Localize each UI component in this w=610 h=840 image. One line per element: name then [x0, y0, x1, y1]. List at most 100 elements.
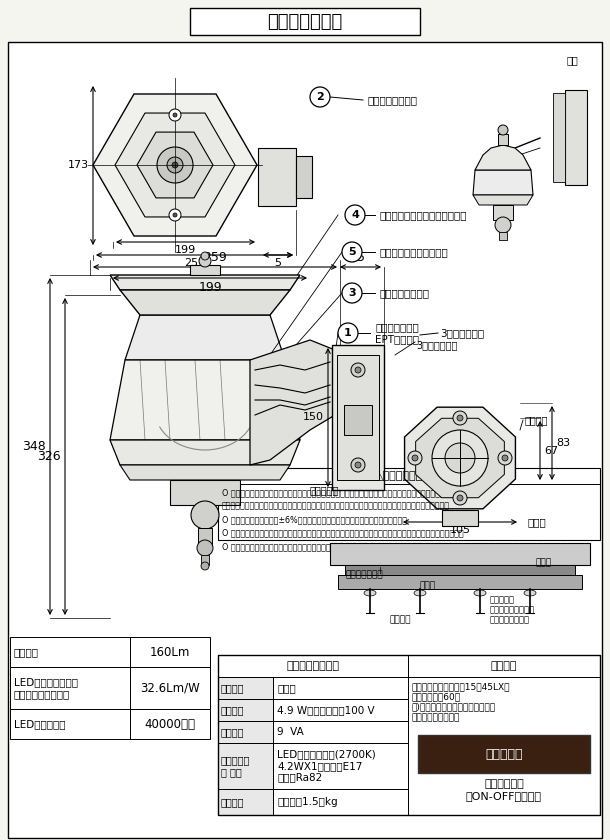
- Bar: [198, 528, 212, 546]
- Text: 1: 1: [344, 328, 352, 338]
- Bar: [418, 735, 590, 773]
- Circle shape: [355, 367, 361, 373]
- Circle shape: [201, 252, 209, 260]
- Text: 173: 173: [68, 160, 89, 171]
- Text: シール剤を
パッキン外周部にも
塗り付けて下さい: シール剤を パッキン外周部にも 塗り付けて下さい: [490, 595, 535, 625]
- Bar: [10, 637, 130, 667]
- Text: ベースパッキン
EPTスポンジ: ベースパッキン EPTスポンジ: [375, 323, 419, 344]
- Text: 199: 199: [198, 281, 222, 294]
- Text: 約　　　1.5　kg: 約 1.5 kg: [277, 797, 337, 807]
- Text: 特記事項: 特記事項: [491, 661, 517, 671]
- Text: 姿図: 姿図: [566, 55, 578, 65]
- Text: 写　享　来: 写 享 来: [485, 748, 523, 760]
- Circle shape: [157, 147, 193, 183]
- Bar: [296, 156, 312, 198]
- Bar: [337, 355, 379, 480]
- Text: ベースパッキン: ベースパッキン: [345, 570, 382, 579]
- Text: アルミダイカスト（塗装仕上）: アルミダイカスト（塗装仕上）: [380, 210, 467, 220]
- Circle shape: [342, 283, 362, 303]
- Polygon shape: [475, 145, 531, 170]
- Bar: [332, 345, 384, 490]
- Circle shape: [169, 109, 181, 121]
- Circle shape: [201, 562, 209, 570]
- Text: 適当材: 適当材: [535, 558, 551, 567]
- Bar: [130, 637, 210, 667]
- Text: 端子台: 端子台: [340, 418, 357, 428]
- Bar: [344, 405, 372, 435]
- Circle shape: [199, 255, 211, 267]
- Bar: [442, 510, 478, 526]
- Text: 電源接続: 電源接続: [221, 683, 245, 693]
- Circle shape: [453, 491, 467, 505]
- Polygon shape: [137, 132, 213, 198]
- Text: 3－木ねじ用穴: 3－木ねじ用穴: [416, 340, 458, 350]
- Circle shape: [169, 209, 181, 221]
- Text: 端子台: 端子台: [277, 683, 296, 693]
- Text: 105: 105: [450, 525, 470, 535]
- Text: 3: 3: [348, 288, 356, 298]
- Bar: [330, 543, 590, 565]
- Polygon shape: [120, 465, 290, 480]
- Text: 消費電力: 消費電力: [221, 705, 245, 715]
- Text: O 器具の取付面は、ベースパッキンの大きさ以上の平らな面に仕上げて下さい。感電・火災の原因になります。: O 器具の取付面は、ベースパッキンの大きさ以上の平らな面に仕上げて下さい。感電・…: [222, 528, 464, 538]
- Bar: [218, 655, 408, 677]
- Text: 電気容量: 電気容量: [221, 727, 245, 737]
- Bar: [338, 575, 582, 589]
- Circle shape: [345, 205, 365, 225]
- Circle shape: [191, 501, 219, 529]
- Polygon shape: [473, 170, 533, 195]
- Bar: [273, 699, 408, 721]
- Bar: [218, 677, 273, 699]
- Text: 取付座: 取付座: [420, 581, 436, 590]
- Text: O この器具は、一般建築市場の屋外防雨壁面取付専用器具です。一般建築市場以外の所、天井、傾斜天井、: O この器具は、一般建築市場の屋外防雨壁面取付専用器具です。一般建築市場以外の所…: [222, 488, 454, 497]
- Text: 浴室、サウナ風呂、湿気の多いところでは使用しないでください。漏下・感電・火災の原因になります。: 浴室、サウナ風呂、湿気の多いところでは使用しないでください。漏下・感電・火災の原…: [222, 501, 450, 511]
- Polygon shape: [120, 290, 290, 315]
- Text: O この器具は木ねじ取付専用器具です。必ず木ねじ（2本）で補強剤のある位置に取付けて下さい。落下の原因になります。: O この器具は木ねじ取付専用器具です。必ず木ねじ（2本）で補強剤のある位置に取付…: [222, 542, 492, 551]
- Text: 83: 83: [556, 438, 570, 448]
- Text: 259: 259: [203, 251, 227, 264]
- Bar: [190, 265, 220, 275]
- Polygon shape: [250, 340, 335, 465]
- Text: 防雨用　壁付専用: 防雨用 壁付専用: [287, 661, 340, 671]
- Circle shape: [173, 213, 177, 217]
- Bar: [565, 90, 587, 185]
- Text: 5: 5: [348, 247, 356, 257]
- Bar: [493, 205, 513, 220]
- Polygon shape: [115, 113, 235, 217]
- Text: 防雨ブラケット: 防雨ブラケット: [267, 13, 343, 31]
- Polygon shape: [110, 275, 300, 290]
- Text: LED電球　電球色(2700K)
4.2WX1灯　口金E17
演色性Ra82: LED電球 電球色(2700K) 4.2WX1灯 口金E17 演色性Ra82: [277, 749, 376, 783]
- Bar: [130, 667, 210, 709]
- Text: 4.9 W　定格電圧　100 V: 4.9 W 定格電圧 100 V: [277, 705, 375, 715]
- Bar: [218, 721, 273, 743]
- Text: アースねじ: アースねじ: [310, 485, 339, 495]
- Circle shape: [453, 411, 467, 425]
- Bar: [130, 709, 210, 739]
- Text: 40000時間: 40000時間: [145, 717, 195, 731]
- Circle shape: [310, 87, 330, 107]
- Circle shape: [351, 363, 365, 377]
- Bar: [218, 468, 600, 540]
- Circle shape: [172, 162, 178, 168]
- Circle shape: [338, 323, 358, 343]
- Text: O 電源電圧は、定格電圧±6%内でご使用下さい。感電・火災の原因になります。: O 電源電圧は、定格電圧±6%内でご使用下さい。感電・火災の原因になります。: [222, 515, 407, 524]
- Polygon shape: [110, 360, 300, 440]
- Bar: [258, 148, 296, 206]
- Polygon shape: [110, 440, 300, 465]
- Text: 348: 348: [22, 440, 46, 453]
- Bar: [218, 743, 273, 789]
- Text: 67: 67: [544, 445, 558, 455]
- Text: LEDランプ寿命: LEDランプ寿命: [14, 719, 65, 729]
- Text: 器具重量: 器具重量: [221, 797, 245, 807]
- Bar: [218, 699, 273, 721]
- Text: 人感センサー
（ON-OFFタイプ）: 人感センサー （ON-OFFタイプ）: [466, 779, 542, 801]
- Ellipse shape: [364, 590, 376, 596]
- Text: LED照明器具の固有
エネルギー消費効率: LED照明器具の固有 エネルギー消費効率: [14, 677, 78, 699]
- Circle shape: [432, 430, 488, 486]
- Text: シール剤: シール剤: [390, 615, 412, 624]
- Bar: [499, 232, 507, 240]
- Circle shape: [167, 157, 183, 173]
- Bar: [345, 565, 575, 575]
- Circle shape: [173, 113, 177, 117]
- Circle shape: [342, 242, 362, 262]
